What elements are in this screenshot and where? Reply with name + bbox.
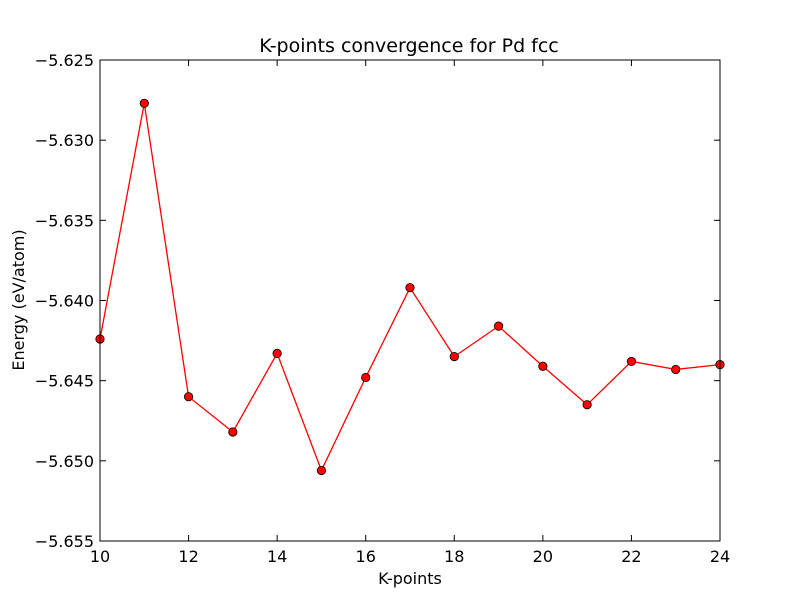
data-point bbox=[493, 321, 504, 331]
y-tick-label: −5.645 bbox=[35, 372, 94, 391]
data-point bbox=[405, 283, 415, 293]
x-tick-label: 12 bbox=[178, 547, 198, 566]
y-tick-label: −5.625 bbox=[35, 51, 94, 70]
y-tick-label: −5.640 bbox=[35, 292, 94, 311]
data-point bbox=[538, 361, 548, 371]
x-tick-label: 14 bbox=[267, 547, 287, 566]
data-point bbox=[626, 356, 637, 367]
data-point bbox=[228, 427, 238, 437]
axes-frame bbox=[99, 59, 721, 542]
y-axis: −5.625 −5.630 −5.635 −5.640 −5.645 −5.650 −5.6… bbox=[35, 51, 720, 551]
data-point bbox=[582, 400, 592, 410]
y-tick-label: −5.630 bbox=[35, 131, 94, 150]
y-tick-label: −5.650 bbox=[35, 452, 94, 471]
y-tick-label: −5.655 bbox=[35, 532, 94, 551]
x-axis-label: K-points bbox=[378, 569, 442, 588]
data-point bbox=[183, 392, 194, 402]
y-axis-label: Energy (eV/atom) bbox=[9, 229, 28, 370]
y-tick-label: −5.635 bbox=[35, 211, 94, 230]
x-tick-label: 22 bbox=[621, 547, 641, 566]
x-tick-label: 24 bbox=[710, 547, 730, 566]
x-tick-label: 10 bbox=[90, 547, 110, 566]
data-point bbox=[671, 364, 681, 375]
plot-area bbox=[95, 98, 725, 476]
data-point bbox=[272, 348, 282, 359]
data-point bbox=[316, 465, 327, 476]
data-point bbox=[449, 352, 459, 362]
data-point bbox=[361, 372, 371, 383]
chart-title: K-points convergence for Pd fcc bbox=[259, 35, 559, 57]
x-tick-label: 18 bbox=[444, 547, 464, 566]
x-tick-label: 20 bbox=[533, 547, 553, 566]
data-point bbox=[139, 98, 149, 108]
x-tick-label: 16 bbox=[356, 547, 376, 566]
x-axis: 10 12 14 16 18 20 22 24 bbox=[90, 60, 730, 566]
